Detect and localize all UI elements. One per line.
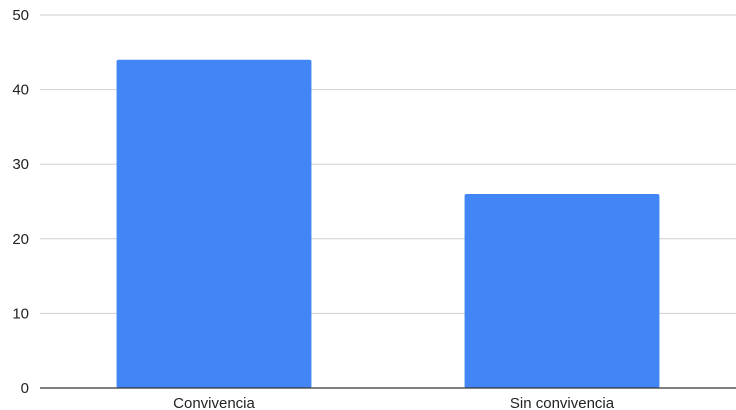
y-tick-label: 40 (12, 82, 29, 99)
axes: 0 10 20 30 40 50 Convivencia Sin convivencia (12, 7, 736, 410)
y-tick-label: 10 (12, 305, 29, 322)
y-tick-label: 20 (12, 231, 29, 248)
bars (116, 59, 660, 388)
x-tick-label: Sin convivencia (510, 395, 615, 410)
x-tick-label: Convivencia (173, 395, 255, 410)
y-tick-label: 50 (12, 7, 29, 24)
bar-convivencia (116, 59, 312, 388)
y-tick-label: 30 (12, 156, 29, 173)
bar-sin-convivencia (464, 194, 660, 388)
y-tick-label: 0 (21, 380, 29, 397)
